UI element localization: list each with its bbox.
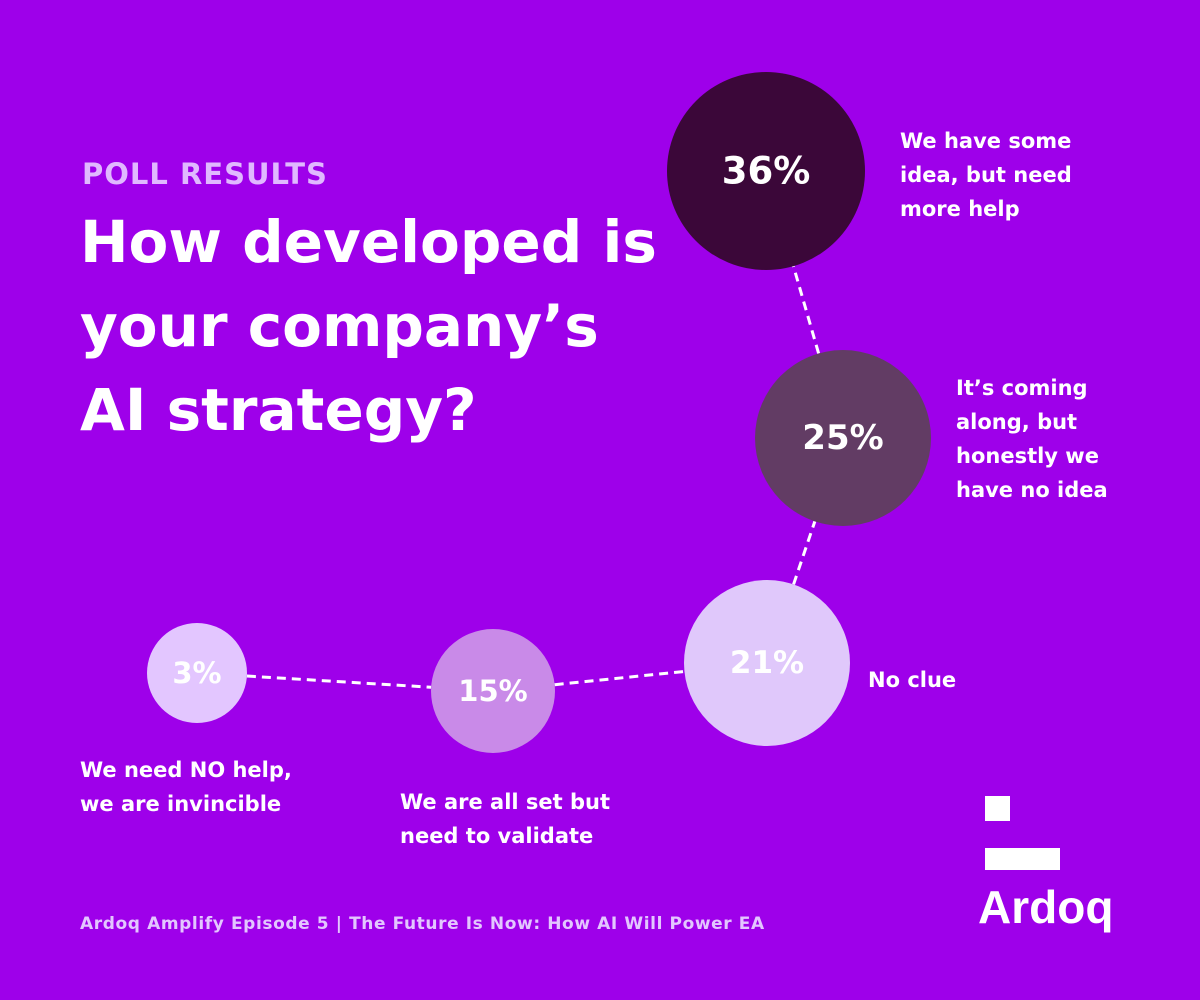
- bubble-value-label: 3%: [172, 656, 221, 690]
- bubble-value-label: 25%: [802, 418, 883, 458]
- bubble-value-label: 21%: [730, 645, 804, 681]
- bubble-3: [147, 623, 247, 723]
- ardoq-logo: Ardoq: [978, 796, 1128, 946]
- answer-label: No clue: [868, 668, 957, 692]
- logo-square-mark: [985, 796, 1010, 821]
- bubble-21: [684, 580, 850, 746]
- answer-label: We have some idea, but need more help: [900, 129, 1072, 221]
- bubble-25: [755, 350, 931, 526]
- chart-value-labels: 3% 15% 21% 25% 36%: [172, 150, 883, 709]
- logo-bar-mark: [985, 848, 1060, 870]
- chart-connectors: [246, 265, 821, 689]
- bubble-15: [431, 629, 555, 753]
- bubble-value-label: 36%: [722, 150, 811, 193]
- poll-eyebrow: POLL RESULTS: [82, 157, 328, 191]
- answer-label: We need NO help, we are invincible: [80, 758, 292, 816]
- chart-bubbles: [147, 72, 931, 753]
- bubble-value-label: 15%: [458, 674, 527, 708]
- logo-wordmark: Ardoq: [978, 881, 1114, 933]
- episode-footer: Ardoq Amplify Episode 5 | The Future Is …: [80, 914, 765, 934]
- connector-line: [554, 669, 685, 687]
- answer-label: We are all set but need to validate: [400, 790, 611, 848]
- connector-line: [792, 520, 817, 585]
- bubble-36: [667, 72, 865, 270]
- poll-question: How developed is your company’s AI strat…: [80, 208, 657, 444]
- answer-label: It’s coming along, but honestly we have no …: [956, 376, 1108, 502]
- connector-line: [246, 674, 432, 689]
- connector-line: [791, 265, 821, 354]
